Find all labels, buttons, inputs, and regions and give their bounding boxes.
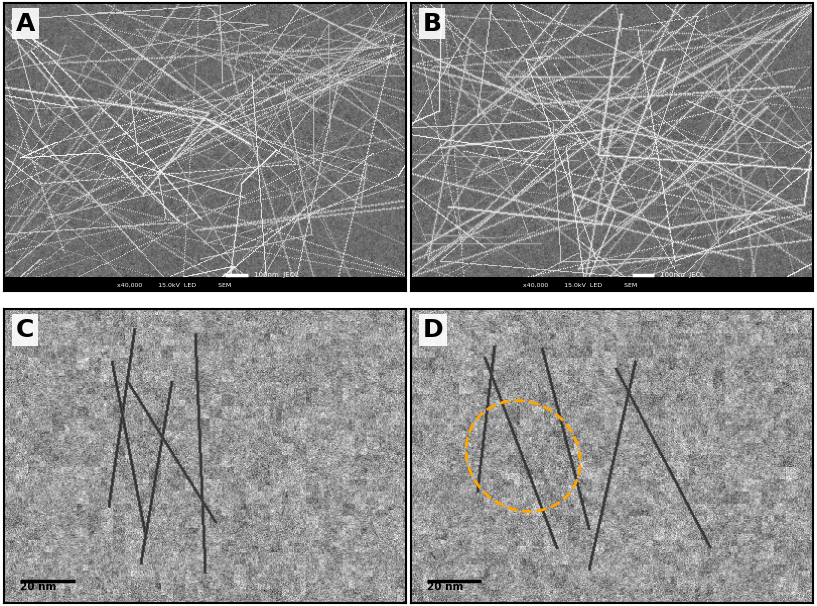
Text: 100nm  JEOL: 100nm JEOL [253,272,298,278]
Text: 20 nm: 20 nm [426,582,463,592]
Text: 100nm  JEOL: 100nm JEOL [660,272,705,278]
Text: x40,000        15.0kV  LED           SEM: x40,000 15.0kV LED SEM [523,283,637,288]
Text: 20 nm: 20 nm [20,582,56,592]
Text: D: D [422,318,444,342]
Text: A: A [16,12,35,36]
Text: B: B [422,12,442,36]
Text: x40,000        15.0kV  LED           SEM: x40,000 15.0kV LED SEM [117,283,231,288]
Text: C: C [16,318,34,342]
